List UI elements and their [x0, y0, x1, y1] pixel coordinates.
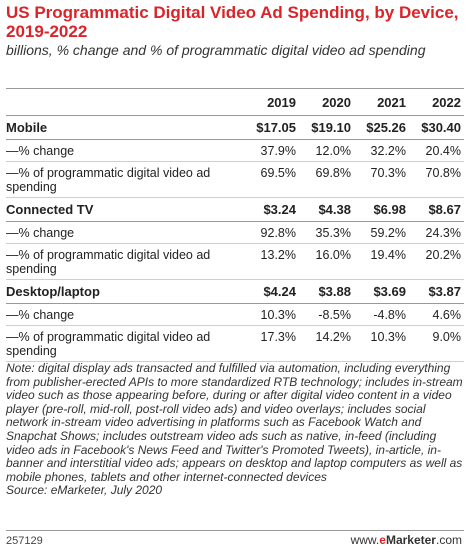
table-row: —% change 37.9% 12.0% 32.2% 20.4%	[6, 139, 464, 162]
table-cell: 69.5%	[244, 161, 299, 198]
row-label: —% change	[6, 303, 244, 326]
row-label: Connected TV	[6, 197, 244, 222]
table-body: Mobile $17.05 $19.10 $25.26 $30.40 —% change 3…	[6, 115, 464, 362]
site-link[interactable]: www.eMarketer.com	[351, 533, 462, 547]
row-label: —% of programmatic digital video ad spen…	[6, 325, 244, 362]
header-cell: 2019	[244, 88, 299, 116]
note-text: Note: digital display ads transacted and…	[6, 361, 463, 484]
table-cell: $25.26	[354, 115, 409, 140]
table-cell: $19.10	[299, 115, 354, 140]
chart-title: US Programmatic Digital Video Ad Spendin…	[6, 3, 459, 41]
header-cell	[6, 88, 244, 116]
table-cell: 59.2%	[354, 221, 409, 244]
table-row: Desktop/laptop $4.24 $3.88 $3.69 $3.87	[6, 279, 464, 304]
table-row: —% of programmatic digital video ad spen…	[6, 161, 464, 198]
table-cell: $3.69	[354, 279, 409, 304]
table-cell: 20.4%	[409, 139, 464, 162]
row-label: Desktop/laptop	[6, 279, 244, 304]
table-cell: 16.0%	[299, 243, 354, 280]
site-prefix: www.	[350, 533, 380, 547]
table-cell: $4.24	[244, 279, 299, 304]
header-cell: 2020	[299, 88, 354, 116]
table-cell: $3.87	[409, 279, 464, 304]
brand-name: Marketer	[385, 533, 436, 547]
table-cell: 70.3%	[354, 161, 409, 198]
row-label: —% of programmatic digital video ad spen…	[6, 243, 244, 280]
table-cell: 19.4%	[354, 243, 409, 280]
table-row: Mobile $17.05 $19.10 $25.26 $30.40	[6, 115, 464, 140]
header-cell: 2021	[354, 88, 409, 116]
table-cell: 92.8%	[244, 221, 299, 244]
table-cell: 12.0%	[299, 139, 354, 162]
footer-divider	[6, 530, 464, 531]
table-cell: $17.05	[244, 115, 299, 140]
data-table: 2019 2020 2021 2022 Mobile $17.05 $19.10 $2…	[6, 88, 464, 362]
table-cell: -8.5%	[299, 303, 354, 326]
table-cell: 20.2%	[409, 243, 464, 280]
row-label: —% change	[6, 139, 244, 162]
brand-e: e	[379, 533, 386, 547]
header-row: 2019 2020 2021 2022	[6, 88, 464, 116]
header-cell: 2022	[409, 88, 464, 116]
table-cell: 69.8%	[299, 161, 354, 198]
table-cell: 14.2%	[299, 325, 354, 362]
table-row: —% of programmatic digital video ad spen…	[6, 325, 464, 362]
row-label: Mobile	[6, 115, 244, 140]
table-cell: 10.3%	[354, 325, 409, 362]
row-label: —% of programmatic digital video ad spen…	[6, 161, 244, 198]
table-cell: 4.6%	[409, 303, 464, 326]
table-cell: $8.67	[409, 197, 464, 222]
table-row: Connected TV $3.24 $4.38 $6.98 $8.67	[6, 197, 464, 222]
footnote: Note: digital display ads transacted and…	[6, 361, 464, 498]
table-cell: 10.3%	[244, 303, 299, 326]
row-label: —% change	[6, 221, 244, 244]
site-suffix: .com	[435, 533, 462, 547]
table-cell: 13.2%	[244, 243, 299, 280]
table-cell: 9.0%	[409, 325, 464, 362]
table-cell: 24.3%	[409, 221, 464, 244]
chart-id: 257129	[6, 535, 43, 547]
table-cell: 35.3%	[299, 221, 354, 244]
table-row: —% of programmatic digital video ad spen…	[6, 243, 464, 280]
table-cell: $4.38	[299, 197, 354, 222]
table-cell: -4.8%	[354, 303, 409, 326]
table-cell: 17.3%	[244, 325, 299, 362]
table-row: —% change 92.8% 35.3% 59.2% 24.3%	[6, 221, 464, 244]
table-cell: 70.8%	[409, 161, 464, 198]
table-cell: $30.40	[409, 115, 464, 140]
table-row: —% change 10.3% -8.5% -4.8% 4.6%	[6, 303, 464, 326]
table-cell: $6.98	[354, 197, 409, 222]
source-text: Source: eMarketer, July 2020	[6, 483, 163, 498]
table-cell: 37.9%	[244, 139, 299, 162]
table-cell: 32.2%	[354, 139, 409, 162]
table-cell: $3.88	[299, 279, 354, 304]
table-cell: $3.24	[244, 197, 299, 222]
chart-subtitle: billions, % change and % of programmatic…	[6, 42, 426, 58]
